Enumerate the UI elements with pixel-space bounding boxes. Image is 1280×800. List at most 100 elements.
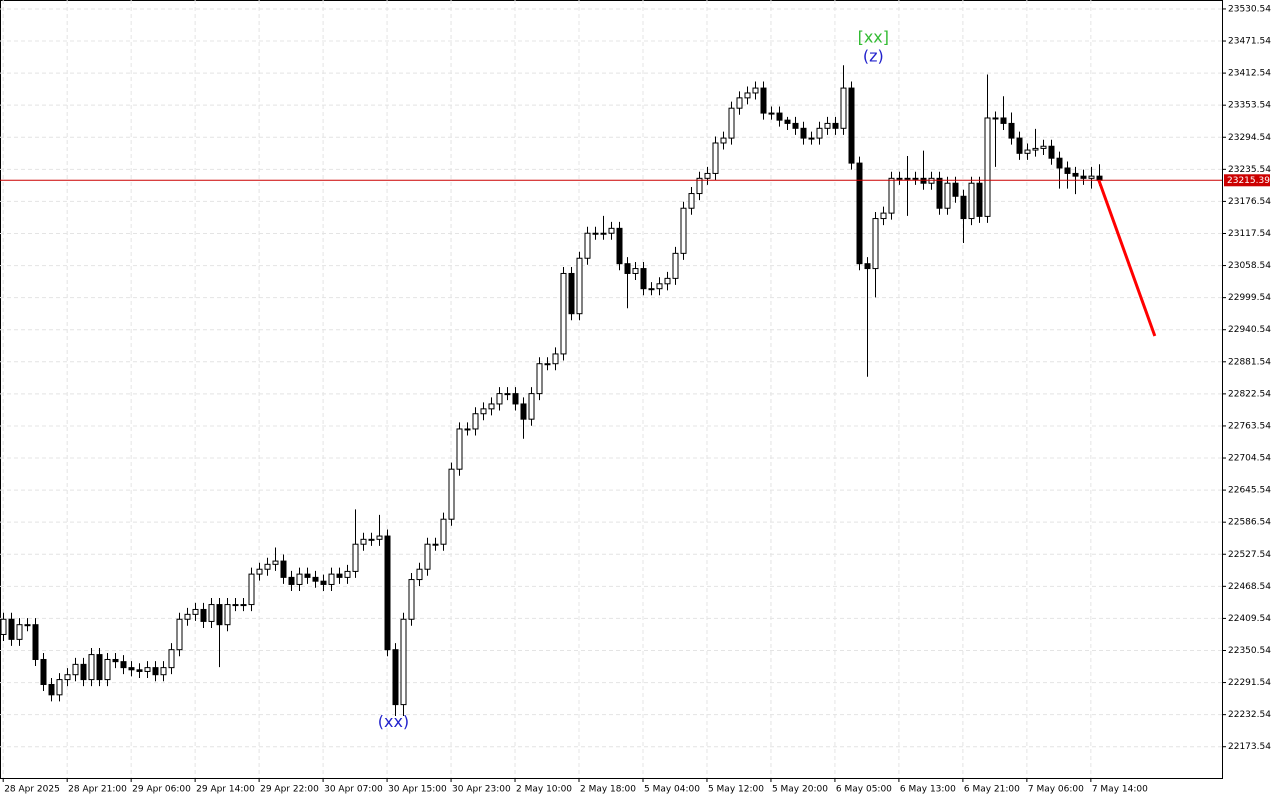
- candle-body: [32, 624, 39, 660]
- candle-body: [872, 218, 879, 270]
- x-tick-label: 2 May 10:00: [516, 785, 572, 795]
- candle-body: [352, 543, 359, 572]
- y-tick-label: 23058.54: [1228, 261, 1271, 271]
- candle-body: [336, 573, 343, 578]
- candle-body: [456, 428, 463, 470]
- candle-body: [752, 87, 759, 94]
- candle-body: [1024, 149, 1031, 154]
- candle-body: [208, 604, 215, 622]
- candle-body: [672, 252, 679, 279]
- candle-body: [480, 408, 487, 415]
- candle-body: [96, 654, 103, 681]
- candle-body: [312, 576, 319, 582]
- y-tick-label: 23117.54: [1228, 229, 1271, 239]
- candle-body: [904, 177, 911, 180]
- candle-body: [80, 663, 87, 681]
- candle-body: [576, 257, 583, 315]
- candle-body: [768, 112, 775, 115]
- candle-body: [72, 663, 79, 676]
- x-tick-label: 7 May 06:00: [1028, 785, 1084, 795]
- candle-body: [392, 649, 399, 706]
- candle-body: [824, 122, 831, 129]
- candle-body: [40, 658, 47, 685]
- candle-body: [792, 122, 799, 129]
- y-tick-label: 22291.54: [1228, 678, 1271, 688]
- candle-body: [888, 177, 895, 214]
- candle-body: [592, 232, 599, 235]
- x-tick-label: 30 Apr 23:00: [452, 785, 511, 795]
- candle-body: [272, 560, 279, 565]
- wave-label: (z): [863, 47, 884, 66]
- candle-body: [192, 608, 199, 615]
- y-tick-label: 22350.54: [1228, 646, 1271, 656]
- candle-body: [408, 579, 415, 620]
- candle-body: [960, 195, 967, 220]
- candle-body: [224, 604, 231, 626]
- candle-body: [1088, 175, 1095, 179]
- candle-body: [320, 580, 327, 585]
- candle-body: [848, 87, 855, 164]
- candle-body: [976, 182, 983, 217]
- candle-body: [536, 363, 543, 395]
- plot-frame: [0, 0, 1223, 779]
- x-tick-label: 30 Apr 15:00: [388, 785, 447, 795]
- candle-body: [264, 563, 271, 570]
- candle-body: [472, 413, 479, 430]
- y-tick-label: 22409.54: [1228, 614, 1271, 624]
- y-tick-label: 23235.54: [1228, 165, 1271, 175]
- candle-body: [48, 683, 55, 696]
- candle-body: [776, 112, 783, 121]
- x-tick-label: 28 Apr 2025: [4, 785, 60, 795]
- candle-body: [664, 277, 671, 285]
- candle-body: [104, 658, 111, 681]
- y-tick-label: 22645.54: [1228, 486, 1271, 496]
- y-tick-label: 23353.54: [1228, 101, 1271, 111]
- candle-body: [24, 624, 31, 627]
- candle-body: [152, 667, 159, 676]
- candle-body: [368, 538, 375, 541]
- candle-body: [856, 162, 863, 265]
- y-tick-label: 22704.54: [1228, 454, 1271, 464]
- candle-body: [0, 618, 7, 635]
- y-tick-label: 22527.54: [1228, 550, 1271, 560]
- candle-body: [120, 661, 127, 669]
- candle-body: [632, 268, 639, 274]
- x-tick-label: 6 May 13:00: [900, 785, 956, 795]
- candle-body: [328, 573, 335, 585]
- x-tick-label: 29 Apr 22:00: [260, 785, 319, 795]
- candle-body: [528, 393, 535, 420]
- candle-body: [248, 573, 255, 606]
- candle-body: [216, 604, 223, 626]
- candle-body: [984, 117, 991, 217]
- candle-body: [560, 272, 567, 355]
- candle-body: [688, 193, 695, 209]
- candle-body: [256, 568, 263, 575]
- candle-body: [944, 182, 951, 209]
- candle-body: [1032, 147, 1039, 151]
- x-tick-label: 6 May 21:00: [964, 785, 1020, 795]
- y-tick-label: 22822.54: [1228, 389, 1271, 399]
- candle-body: [1008, 122, 1015, 139]
- candle-body: [616, 227, 623, 265]
- forecast-line: [1097, 179, 1157, 337]
- candle-body: [1056, 157, 1063, 169]
- candle-body: [808, 137, 815, 140]
- candle-body: [704, 172, 711, 179]
- y-tick-label: 23412.54: [1228, 69, 1271, 79]
- x-tick-label: 2 May 18:00: [580, 785, 636, 795]
- candle-body: [552, 353, 559, 365]
- candle-body: [1040, 145, 1047, 149]
- candle-body: [376, 535, 383, 540]
- x-tick-label: 30 Apr 07:00: [324, 785, 383, 795]
- candle-body: [784, 119, 791, 124]
- candle-body: [656, 283, 663, 290]
- candle-body: [728, 107, 735, 139]
- candle-body: [8, 618, 15, 640]
- candle-body: [832, 122, 839, 129]
- candle-body: [736, 97, 743, 109]
- candle-body: [432, 543, 439, 546]
- candle-body: [744, 92, 751, 99]
- x-tick-label: 29 Apr 14:00: [196, 785, 255, 795]
- candle-body: [696, 177, 703, 195]
- candle-body: [520, 403, 527, 420]
